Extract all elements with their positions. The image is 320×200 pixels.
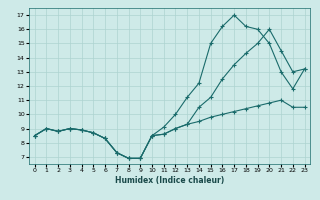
X-axis label: Humidex (Indice chaleur): Humidex (Indice chaleur) — [115, 176, 224, 185]
